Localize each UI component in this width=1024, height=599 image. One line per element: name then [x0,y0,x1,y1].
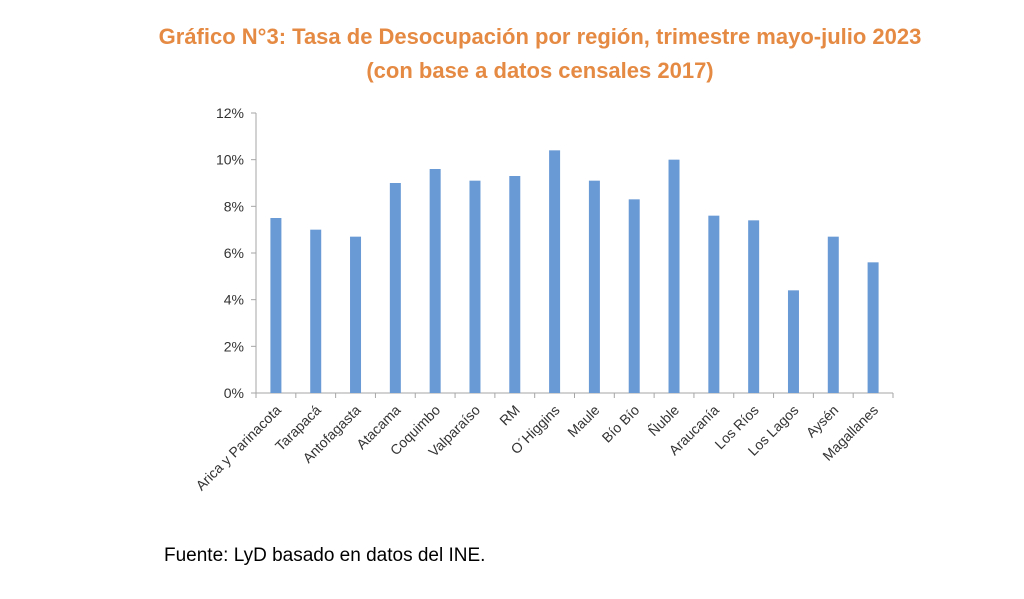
bar [469,180,481,393]
bar-chart: 0% 2% 4% 6% 8% 10% 12% Arica y ParinacotaTarap… [192,105,894,494]
bar [628,199,640,393]
y-axis-ticks: 0% 2% 4% 6% 8% 10% 12% [216,105,256,401]
x-axis-labels: Arica y ParinacotaTarapacáAntofagastaAta… [192,402,881,494]
bar [867,262,879,393]
chart-title-line2: (con base a datos censales 2017) [366,58,714,83]
x-tick-label: Maule [564,402,602,440]
y-tick-label: 0% [224,385,244,401]
bar [668,159,680,393]
x-tick-label: RM [496,402,523,429]
y-tick-label: 10% [216,152,244,168]
x-tick-label: Bío Bío [599,402,643,446]
chart-title-line1: Gráfico N°3: Tasa de Desocupación por re… [158,24,922,49]
x-tick-label: Ñuble [645,402,682,439]
bar [389,183,401,393]
y-tick-label: 8% [224,198,244,214]
source-note: Fuente: LyD basado en datos del INE. [164,545,486,566]
bar [429,169,441,393]
y-tick-label: 12% [216,105,244,121]
chart-bars [255,150,894,398]
x-tick-label: Arica y Parinacota [192,402,284,494]
bar [708,215,720,393]
bar [787,290,799,393]
y-tick-label: 2% [224,338,244,354]
bar [310,229,322,393]
bar [588,180,600,393]
bar [509,176,521,393]
bar [748,220,760,393]
x-tick-label: Aysén [803,402,842,441]
bar [270,218,282,393]
bar [827,236,839,393]
y-tick-label: 6% [224,245,244,261]
y-tick-label: 4% [224,292,244,308]
bar [350,236,362,393]
bar [549,150,561,393]
